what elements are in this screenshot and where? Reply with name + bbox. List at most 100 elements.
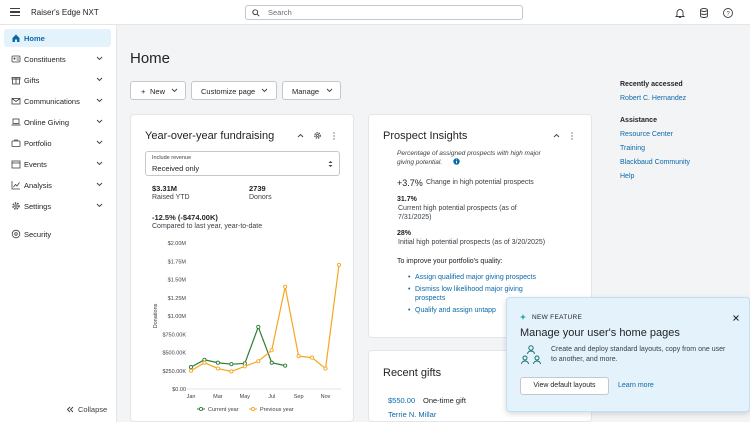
raised-ytd-value: $3.31M [152,184,178,193]
data-point [215,360,220,365]
chevron-down-icon [171,88,178,93]
chevron-down-icon [96,119,103,124]
sidebar-item-label: Constituents [24,55,66,64]
initial-prospects-value: 28% [397,230,412,237]
search-box[interactable] [245,5,523,20]
sidebar-item-label: Security [24,230,52,239]
sidebar-item-constituents[interactable]: Constituents [4,50,111,68]
sidebar-item-gifts[interactable]: Gifts [4,71,111,89]
recent-record-link[interactable]: Robert C. Hernandez [620,95,687,102]
learn-more-link[interactable]: Learn more [618,382,654,389]
assign-prospects-link[interactable]: Assign qualified major giving prospects [415,274,537,281]
data-point [283,284,288,289]
prospect-change-value: +3.7% [397,178,423,188]
chevron-down-icon [96,161,103,166]
sidebar-item-communications[interactable]: Communications [4,92,111,110]
help-icon[interactable]: ? [722,7,734,19]
gear-icon[interactable] [313,131,322,140]
data-point [296,354,301,359]
y-tick-label: $1.75M [168,259,187,265]
sidebar-item-settings[interactable]: Settings [4,197,111,215]
sidebar-item-home[interactable]: Home [4,29,111,47]
analysis-icon [11,181,20,190]
x-tick-label: Jan [187,394,196,400]
y-axis-label: Donations [153,303,159,328]
data-point [336,262,342,267]
drag-handle-icon[interactable] [332,132,336,140]
series-line-current-year [190,325,286,368]
include-revenue-select[interactable]: Include revenue Received only [145,151,340,176]
help-link[interactable]: Help [620,173,635,180]
change-value: -12.5% (-$474.00K) [152,213,218,222]
svg-text:?: ? [726,11,730,17]
sidebar-item-label: Events [24,160,47,169]
drag-handle-icon[interactable] [570,132,574,140]
data-point [188,368,194,373]
donor-link[interactable]: Terrie N. Millar [388,410,437,419]
prospect-change-label: Change in high potential prospects [426,179,534,186]
gift-type: One-time gift [423,396,466,405]
sidebar-item-online-giving[interactable]: Online Giving [4,113,111,131]
database-icon[interactable] [698,7,710,19]
x-tick-label: Mar [213,394,223,400]
y-tick-label: $2.00M [168,241,187,247]
close-icon[interactable] [733,315,739,321]
dismiss-prospects-link[interactable]: prospects [415,295,446,302]
chevron-up-icon[interactable] [553,133,560,138]
legend-label: Previous year [260,407,294,413]
chevron-up-icon[interactable] [297,133,304,138]
bell-icon[interactable] [674,7,686,19]
y-tick-label: $500.00K [162,351,186,357]
manage-button[interactable]: Manage [282,81,341,100]
assistance-title: Assistance [620,117,657,124]
yoy-fundraising-card: Year-over-year fundraising Include reven… [130,114,354,422]
y-tick-label: $1.25M [168,296,187,302]
data-point [310,355,315,360]
improve-label: To improve your portfolio's quality: [397,258,503,265]
constituents-icon [11,55,21,63]
events-icon [11,160,21,169]
qualify-prospects-link[interactable]: Qualify and assign untapp [415,307,496,314]
prospect-description: giving potential. [397,159,443,166]
menu-icon[interactable] [10,8,20,16]
view-default-layouts-button[interactable]: View default layouts [520,377,609,395]
raised-ytd-label: Raised YTD [152,194,190,201]
chevron-down-icon [96,203,103,208]
chevron-down-icon [326,88,333,93]
sidebar-item-label: Online Giving [24,118,70,127]
sidebar-item-label: Home [24,34,45,43]
resource-center-link[interactable]: Resource Center [620,131,673,138]
chevron-down-icon [96,98,103,103]
change-label: Compared to last year, year-to-date [152,223,263,230]
y-tick-label: $0.00 [172,387,186,393]
sidebar-item-security[interactable]: Security [4,225,111,243]
sidebar-item-events[interactable]: Events [4,155,111,173]
donors-value: 2739 [249,184,266,193]
search-icon [252,9,260,17]
sparkle-icon [520,314,526,320]
data-point [256,324,261,329]
data-point [269,360,274,365]
chevron-down-icon [96,56,103,61]
sidebar-item-analysis[interactable]: Analysis [4,176,111,194]
x-tick-label: May [240,394,251,400]
data-point [202,360,207,365]
new-button[interactable]: + New [130,81,186,100]
customize-page-button[interactable]: Customize page [191,81,277,100]
app-title[interactable]: Raiser's Edge NXT [31,8,99,17]
prospect-description: Percentage of assigned prospects with hi… [397,150,541,157]
search-input[interactable] [268,7,518,18]
training-link[interactable]: Training [620,145,646,152]
y-tick-label: $1.50M [168,278,187,284]
double-chevron-left-icon [66,406,74,413]
sidebar-item-portfolio[interactable]: Portfolio [4,134,111,152]
collapse-label: Collapse [78,405,108,414]
info-icon[interactable] [453,158,460,165]
page-title: Home [130,50,171,67]
plus-icon: + [141,87,146,96]
gift-amount-link[interactable]: $550.00 [388,396,416,405]
sidebar-item-label: Portfolio [24,139,52,148]
dismiss-prospects-link[interactable]: Dismiss low likelihood major giving [415,286,523,293]
data-point [188,365,194,370]
community-link[interactable]: Blackbaud Community [620,159,691,166]
